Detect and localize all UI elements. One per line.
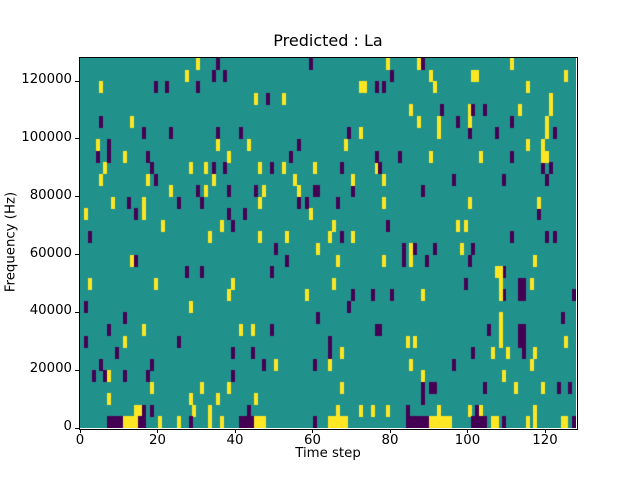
y-tick-mark [75, 254, 79, 256]
y-tick-label: 80000 [29, 187, 72, 203]
y-tick-label: 20000 [29, 361, 72, 377]
x-tick-label: 0 [75, 433, 85, 448]
x-tick-mark [234, 429, 236, 433]
x-axis-label: Time step [295, 446, 361, 461]
x-tick-label: 100 [454, 433, 481, 448]
y-tick-mark [75, 369, 79, 371]
y-axis-label: Frequency (Hz) [3, 191, 19, 293]
y-tick-mark [75, 196, 79, 198]
y-tick-label: 100000 [21, 129, 72, 145]
chart-title: Predicted : La [273, 31, 383, 50]
x-tick-mark [467, 429, 468, 433]
x-tick-label: 40 [226, 433, 244, 448]
x-tick-mark [389, 429, 391, 433]
x-tick-label: 60 [304, 433, 321, 448]
x-tick-label: 20 [149, 433, 166, 448]
x-tick-mark [312, 429, 313, 433]
heatmap-image [80, 58, 576, 428]
y-tick-mark [75, 311, 79, 313]
y-tick-label: 0 [63, 419, 72, 434]
y-tick-mark [75, 427, 79, 429]
y-tick-mark [75, 80, 79, 82]
x-tick-label: 120 [532, 433, 558, 448]
x-tick-mark [157, 429, 158, 433]
plot-area [79, 57, 578, 430]
x-tick-mark [79, 429, 81, 433]
y-tick-label: 40000 [29, 303, 72, 319]
y-tick-label: 120000 [21, 72, 72, 88]
y-tick-label: 60000 [29, 245, 72, 261]
x-tick-label: 80 [381, 433, 399, 448]
y-tick-mark [75, 138, 79, 140]
x-tick-mark [544, 429, 546, 433]
